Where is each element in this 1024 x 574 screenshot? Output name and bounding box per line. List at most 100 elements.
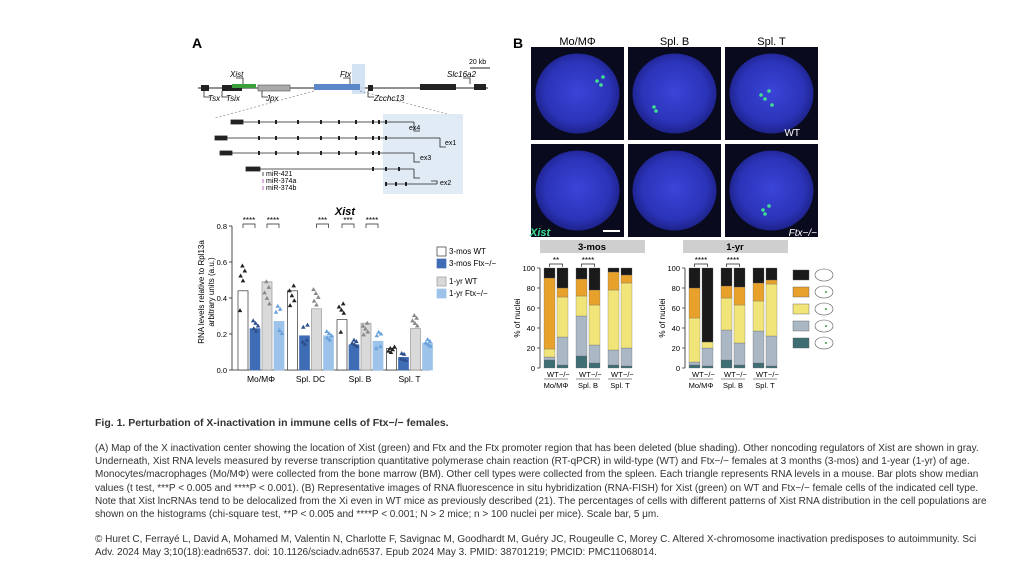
xist-mouse-point [238, 273, 243, 278]
histogram-bar-segment [733, 364, 746, 369]
pattern-legend-nucleus-icon [814, 285, 834, 299]
xist-sig-stars: **** [243, 216, 255, 225]
fish-xist-signal [761, 208, 765, 212]
figure-citation: © Huret C, Ferrayé L, David A, Mohamed M… [95, 534, 977, 559]
fish-probe-label: Xist [529, 227, 552, 239]
histogram-bar-segment [575, 278, 588, 297]
histogram-x-label-wt: WT [724, 370, 736, 379]
histogram-title: 3-mos [578, 242, 606, 253]
xist-mouse-point [316, 294, 321, 299]
histogram-group-label: Spl. B [723, 381, 743, 390]
histogram-bar-segment [701, 341, 714, 349]
xist-y-tick-label: 0.8 [217, 222, 227, 231]
gene-label-tsx: Tsx [208, 94, 221, 103]
pattern-legend-nucleus-icon [814, 302, 834, 316]
fish-xist-signal [599, 83, 603, 87]
gene-label-jpx: Jpx [265, 94, 279, 103]
pattern-legend-swatch [792, 269, 810, 281]
xist-mouse-point [423, 340, 428, 345]
xist-bar [323, 335, 334, 371]
histogram-group-label: Mo/MΦ [544, 381, 569, 390]
xist-category-label: Mo/MΦ [247, 374, 275, 384]
xist-mouse-point [336, 304, 342, 309]
pattern-legend-swatch [792, 286, 810, 298]
xist-mouse-point [264, 279, 269, 284]
histogram-x-label-wt: WT [692, 370, 704, 379]
histogram-y-tick-label: 60 [527, 304, 535, 313]
xist-mouse-point [360, 323, 366, 328]
fish-column-label: Spl. T [757, 36, 786, 48]
histogram-bar-segment [701, 365, 714, 369]
gene-label-tsix: Tsix [226, 94, 241, 103]
fish-column-label: Spl. B [660, 36, 689, 48]
histogram-bar-segment [607, 267, 620, 273]
fish-xist-signal [763, 97, 767, 101]
figure-caption-title: Fig. 1. Perturbation of X-inactivation i… [95, 417, 449, 429]
histogram-bar-segment [543, 277, 556, 350]
histogram-bar-segment [720, 267, 733, 287]
promoter-zoom-shade [383, 114, 463, 194]
histogram-bar-segment [543, 348, 556, 358]
pattern-legend-nucleus-icon [814, 319, 834, 333]
histogram-y-tick-label: 0 [531, 364, 535, 373]
figure-canvas: A 20 kb Xist Ftx Slc16a2 Tsx Tsix Jpx Zc… [192, 35, 834, 390]
zcchc13-gene [368, 85, 373, 91]
histogram-sig-stars: **** [582, 256, 594, 265]
fish-row-label-ko: Ftx−/− [789, 228, 818, 239]
histogram-x-label-ko: −/− [591, 370, 602, 379]
histogram-sig-stars: **** [727, 256, 739, 265]
histogram-bar-segment [688, 361, 701, 366]
fish-xist-signal [759, 93, 763, 97]
histogram-y-tick-label: 60 [672, 304, 680, 313]
histogram-sig-bracket [726, 263, 740, 267]
xist-mouse-point [327, 337, 332, 342]
histogram-ylabel: % of nuclei [513, 298, 522, 337]
xist-mouse-point [311, 298, 317, 303]
histogram-group-label: Spl. T [610, 381, 630, 390]
xist-bar [348, 344, 360, 371]
xist-mouse-point [325, 335, 330, 340]
tsx-gene [201, 85, 209, 91]
histogram-bar-segment [575, 315, 588, 357]
xist-mouse-point [414, 315, 419, 320]
histogram-bar-segment [720, 285, 733, 299]
xist-legend-label: 3-mos WT [449, 247, 486, 256]
xist-mouse-point [300, 339, 305, 344]
histogram-y-tick-label: 40 [527, 324, 535, 333]
histogram-bar-segment [720, 297, 733, 331]
fish-xist-signal [770, 103, 774, 107]
histogram-group-label: Spl. T [755, 381, 775, 390]
fish-xist-signal [767, 89, 771, 93]
xist-bar [237, 290, 249, 371]
histogram-y-tick-label: 80 [527, 284, 535, 293]
xist-mouse-point [292, 298, 297, 303]
xist-bar [410, 328, 421, 371]
xist-mouse-point [277, 328, 282, 333]
pattern-legend-nucleus-icon [814, 336, 834, 350]
pattern-legend-swatch [792, 320, 810, 332]
histogram-sig-bracket [549, 263, 563, 267]
mirna-labels: miR-421 miR-374a miR-374b [262, 171, 296, 192]
xist-mouse-point [267, 301, 272, 306]
xist-sig-bracket [365, 223, 379, 228]
xist-mouse-point [341, 310, 347, 315]
pattern-legend-signal [825, 291, 827, 293]
xist-legend-swatch [436, 246, 447, 257]
histogram-group-label: Spl. B [578, 381, 598, 390]
scale-bar-label: 20 kb [469, 59, 486, 66]
xist-bar [273, 321, 285, 371]
histogram-bar-segment [588, 304, 601, 346]
xist-bar [287, 290, 298, 371]
xist-sig-bracket [341, 223, 355, 228]
xist-mouse-point [425, 342, 431, 347]
figure-caption-body: (A) Map of the X inactivation center sho… [95, 443, 987, 521]
histogram-x-label-wt: WT [547, 370, 559, 379]
jpx-gene [257, 84, 291, 92]
xist-sig-bracket [242, 223, 256, 228]
histogram-bar-segment [556, 364, 569, 369]
xist-y-tick-label: 0.2 [217, 330, 227, 339]
xist-mouse-point [374, 333, 380, 338]
histogram-bar-segment [765, 279, 778, 285]
xist-qpcr-chart: Xist RNA levels relative to Rpl13a arbit… [197, 206, 496, 384]
histogram-bar-segment [607, 349, 620, 366]
